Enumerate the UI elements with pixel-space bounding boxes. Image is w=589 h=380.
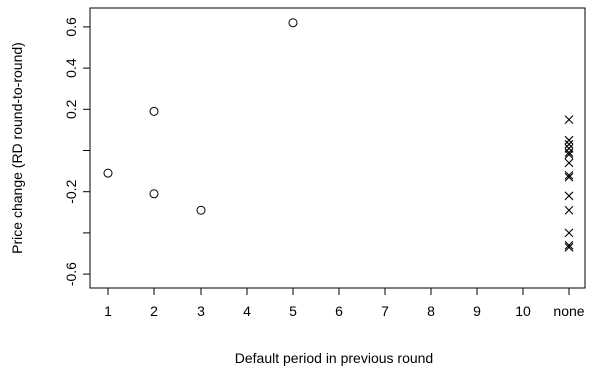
data-point-cross xyxy=(564,144,574,153)
plot-frame xyxy=(89,7,586,289)
x-tick-label: 4 xyxy=(243,303,251,319)
x-tick-label: none xyxy=(553,303,584,319)
data-point-circle xyxy=(288,18,298,28)
data-point-circle xyxy=(196,205,206,215)
x-tick-label: 8 xyxy=(427,303,435,319)
y-tick-label: 0.6 xyxy=(63,17,79,37)
data-point-circle xyxy=(103,168,113,178)
data-point-cross xyxy=(564,205,574,215)
data-point-cross xyxy=(564,158,574,168)
x-tick-label: 6 xyxy=(335,303,343,319)
data-point-cross xyxy=(564,240,574,250)
x-axis-title: Default period in previous round xyxy=(235,350,433,366)
x-tick-label: 2 xyxy=(150,303,158,319)
x-tick-label: 3 xyxy=(197,303,205,319)
y-tick-label: 0.4 xyxy=(63,58,79,78)
y-tick-label: -0.2 xyxy=(63,179,79,203)
x-tick-label: 1 xyxy=(104,303,112,319)
data-point-cross xyxy=(564,242,574,252)
data-point-cross xyxy=(564,148,574,157)
data-point-cross xyxy=(564,150,574,160)
x-tick-label: 7 xyxy=(381,303,389,319)
data-point-cross xyxy=(564,172,574,182)
y-axis-title: Price change (RD round-to-round) xyxy=(9,42,25,254)
data-point-cross xyxy=(564,115,574,124)
y-axis: -0.6 -0.2 0.2 0.4 0.6 xyxy=(63,17,91,286)
data-point-circle xyxy=(149,106,159,116)
data-point-cross xyxy=(564,170,574,180)
data-points xyxy=(103,18,574,252)
data-point-cross xyxy=(564,139,574,149)
x-axis: 1 2 3 4 5 6 7 8 9 10 none xyxy=(104,287,585,319)
data-point-cross xyxy=(564,228,574,238)
data-point-cross xyxy=(564,191,574,201)
x-tick-label: 9 xyxy=(473,303,481,319)
data-point-circle xyxy=(149,189,159,199)
y-tick-label: 0.2 xyxy=(63,99,79,119)
data-point-cross xyxy=(564,135,574,145)
x-tick-label: 10 xyxy=(515,303,531,319)
x-tick-label: 5 xyxy=(289,303,297,319)
y-tick-label: -0.6 xyxy=(63,262,79,286)
